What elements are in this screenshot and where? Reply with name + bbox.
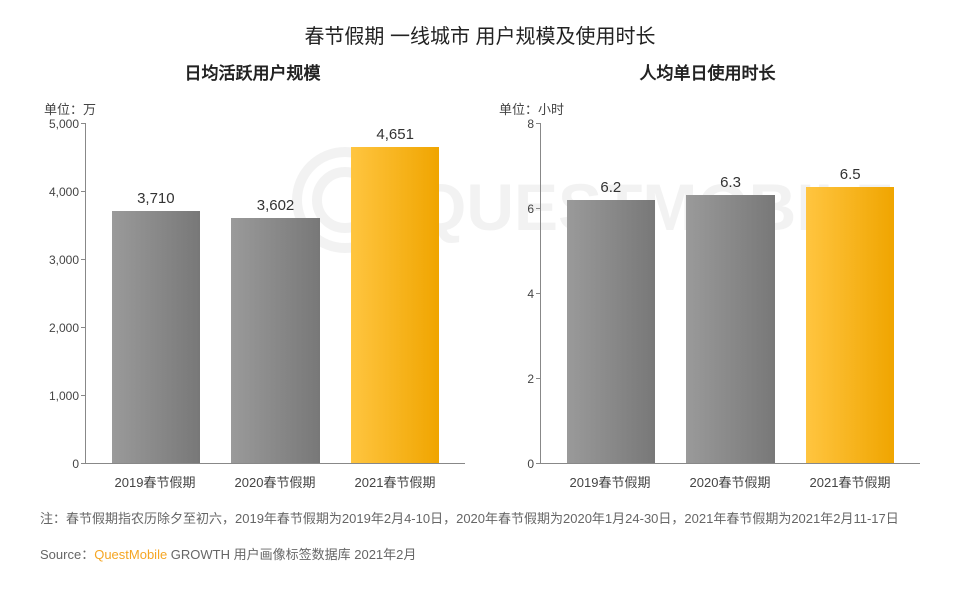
y-tick-label: 0 <box>527 457 534 471</box>
footnote: 注：春节假期指农历除夕至初六，2019年春节假期为2019年2月4-10日，20… <box>40 509 920 530</box>
bar-rect <box>567 200 656 464</box>
bar-group: 3,602 <box>216 124 336 463</box>
bar-value-label: 6.5 <box>840 166 861 183</box>
plot-area: 024686.26.36.5 <box>495 124 920 464</box>
charts-row: 日均活跃用户规模单位：万 0 1,000 2,000 3,000 4,000 5,000 3,… <box>40 59 920 491</box>
bar-value-label: 6.2 <box>600 179 621 196</box>
x-labels: 2019春节假期2020春节假期2021春节假期 <box>540 464 920 491</box>
unit-label: 单位：小时 <box>499 99 920 118</box>
y-tick-label: 3,000 <box>49 253 79 267</box>
bar-group: 6.5 <box>790 124 910 463</box>
page-root: QUESTMOBILE 春节假期 一线城市 用户规模及使用时长 日均活跃用户规模… <box>0 0 960 598</box>
y-tick-label: 6 <box>527 202 534 216</box>
source-rest: GROWTH 用户画像标签数据库 2021年2月 <box>167 547 416 562</box>
unit-label: 单位：万 <box>44 99 465 118</box>
bar-value-label: 3,602 <box>257 197 295 214</box>
plot-area: 01,0002,0003,0004,0005,0003,7103,6024,65… <box>40 124 465 464</box>
y-axis: 01,0002,0003,0004,0005,000 <box>40 124 85 464</box>
chart-subtitle: 人均单日使用时长 <box>495 59 920 84</box>
bar-rect <box>806 187 895 463</box>
source-prefix: Source： <box>40 547 94 562</box>
bar-value-label: 4,651 <box>376 126 414 143</box>
y-tick-label: 4 <box>527 287 534 301</box>
x-label: 2021春节假期 <box>790 472 910 491</box>
y-axis: 02468 <box>495 124 540 464</box>
y-tick-label: 2 <box>527 372 534 386</box>
y-tick-label: 8 <box>527 117 534 131</box>
bars-zone: 3,710 3,602 4,651 <box>85 124 465 464</box>
x-label: 2019春节假期 <box>550 472 670 491</box>
x-label: 2021春节假期 <box>335 472 455 491</box>
y-tick-label: 2,000 <box>49 321 79 335</box>
source-line: Source：QuestMobile GROWTH 用户画像标签数据库 2021… <box>40 544 920 563</box>
bar-rect <box>686 195 775 463</box>
bar-value-label: 3,710 <box>137 190 175 207</box>
y-tick-label: 5,000 <box>49 117 79 131</box>
bar-group: 6.2 <box>551 124 671 463</box>
bar-group: 3,710 <box>96 124 216 463</box>
bar-rect <box>231 218 320 463</box>
source-brand: QuestMobile <box>94 547 167 562</box>
y-tick-label: 1,000 <box>49 389 79 403</box>
main-title: 春节假期 一线城市 用户规模及使用时长 <box>40 20 920 49</box>
bar-group: 4,651 <box>335 124 455 463</box>
bar-value-label: 6.3 <box>720 174 741 191</box>
y-tick-label: 4,000 <box>49 185 79 199</box>
y-tick-label: 0 <box>72 457 79 471</box>
bar-rect <box>351 147 440 463</box>
bars-inner: 3,710 3,602 4,651 <box>86 124 465 463</box>
x-label: 2020春节假期 <box>215 472 335 491</box>
x-label: 2020春节假期 <box>670 472 790 491</box>
bar-rect <box>112 211 201 463</box>
bar-group: 6.3 <box>671 124 791 463</box>
x-label: 2019春节假期 <box>95 472 215 491</box>
chart-subtitle: 日均活跃用户规模 <box>40 59 465 84</box>
x-labels: 2019春节假期2020春节假期2021春节假期 <box>85 464 465 491</box>
chart-panel-0: 日均活跃用户规模单位：万 0 1,000 2,000 3,000 4,000 5,000 3,… <box>40 59 465 491</box>
bars-zone: 6.2 6.3 6.5 <box>540 124 920 464</box>
bars-inner: 6.2 6.3 6.5 <box>541 124 920 463</box>
chart-panel-1: 人均单日使用时长单位：小时 0 2 4 6 8 6.2 6.3 6.5 2019春节假期2020春… <box>495 59 920 491</box>
